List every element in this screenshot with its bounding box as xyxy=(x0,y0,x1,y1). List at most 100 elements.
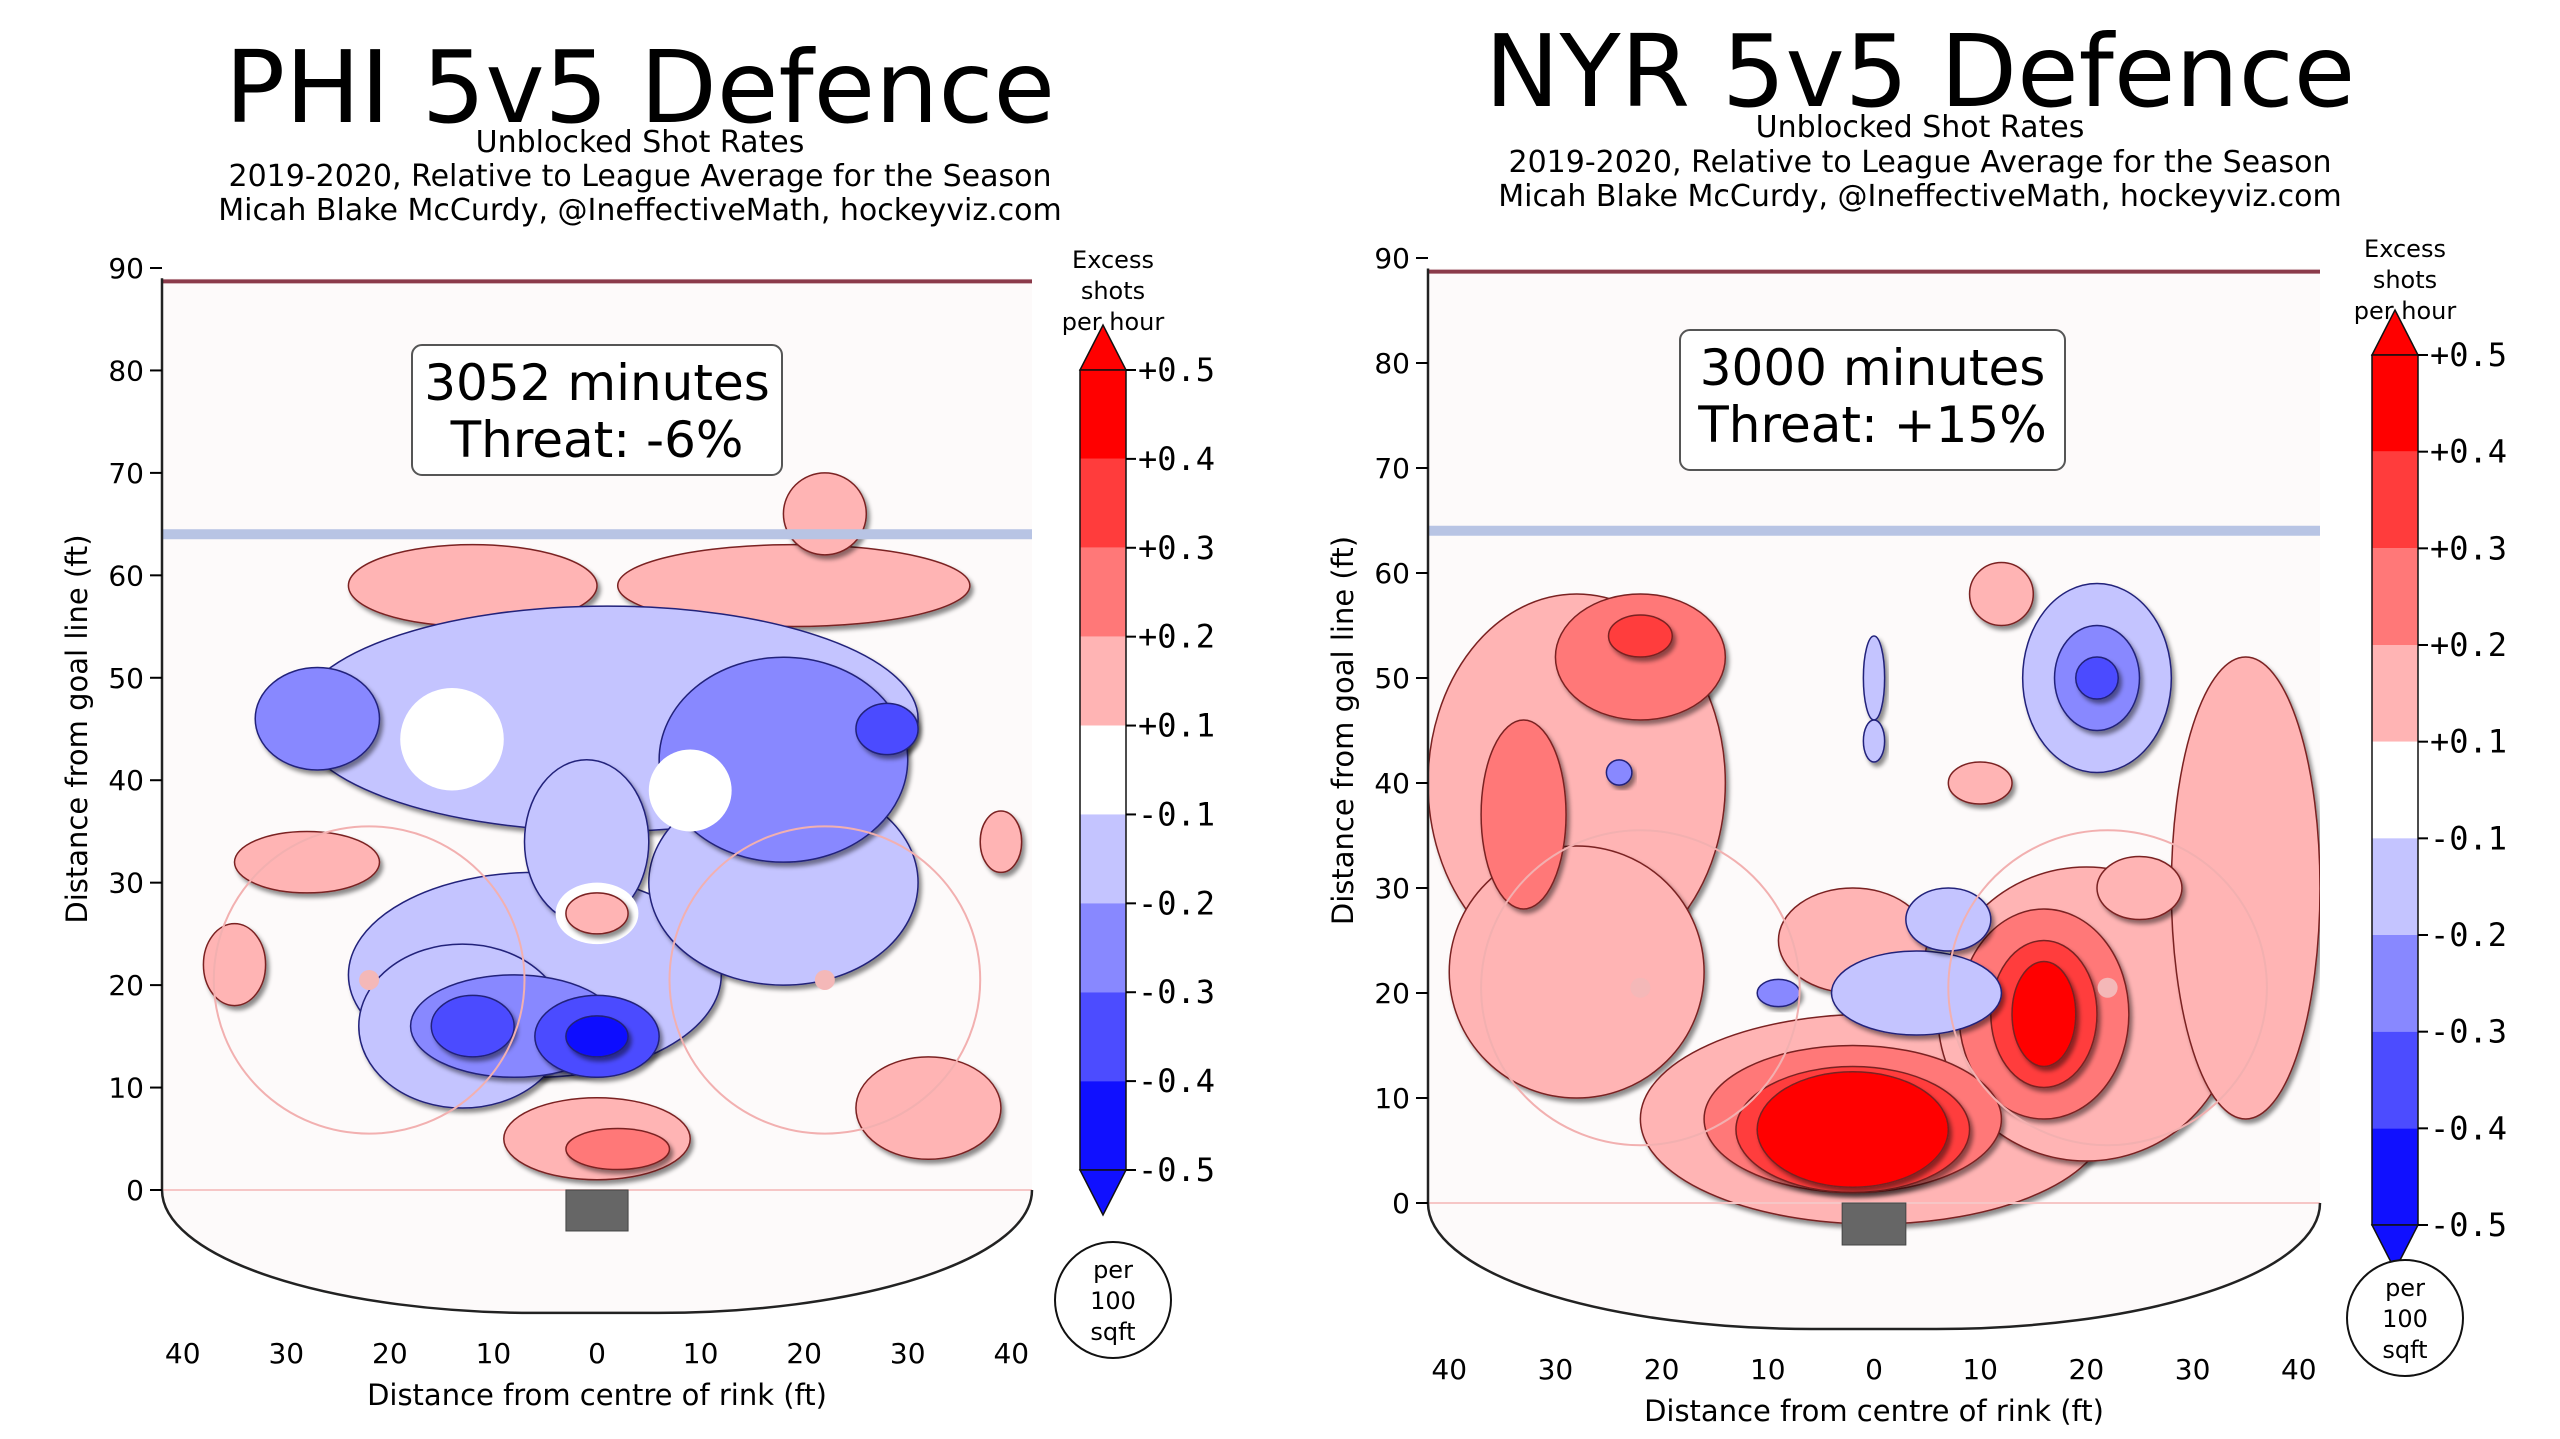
contour-region-18 xyxy=(565,892,629,935)
contour-region-22 xyxy=(1905,887,1992,952)
contour-region-14 xyxy=(565,1015,629,1058)
faceoff-circle-0 xyxy=(212,825,526,1135)
blue-line xyxy=(1428,525,2320,536)
phi-defence-panel: PHI 5v5 Defence Unblocked Shot Rates 201… xyxy=(60,38,1215,1412)
y-axis-label: Distance from goal line (ft) xyxy=(1326,536,1360,925)
annotation-threat: Threat: +15% xyxy=(1697,396,2046,454)
faceoff-dot-1 xyxy=(814,969,835,990)
colorbar-tick-label: -0.4 xyxy=(1138,1062,1215,1100)
colorbar-unit-line: per xyxy=(1093,1256,1133,1284)
contour-region-17 xyxy=(1756,1071,1950,1188)
colorbar-band-6 xyxy=(2372,935,2418,1032)
contour-region-10 xyxy=(1968,561,2035,627)
goal-net xyxy=(565,1189,629,1232)
annotation-threat: Threat: -6% xyxy=(450,411,744,469)
faceoff-circle-0 xyxy=(1480,829,1801,1147)
colorbar-tick-label: +0.3 xyxy=(1138,529,1215,567)
contour-layer xyxy=(202,472,1023,1181)
contour-region-25 xyxy=(1862,719,1886,763)
x-tick-label: 20 xyxy=(1644,1353,1680,1386)
y-tick-label: 30 xyxy=(1374,872,1410,905)
contour-region-20 xyxy=(565,1127,671,1171)
faceoff-circle-1 xyxy=(668,825,982,1135)
colorbar-band-5 xyxy=(2372,838,2418,935)
x-tick-label: 40 xyxy=(1431,1353,1467,1386)
colorbar-band-6 xyxy=(1080,903,1126,993)
y-tick-label: 0 xyxy=(126,1174,144,1207)
y-tick-label: 70 xyxy=(1374,452,1410,485)
x-tick-label: 30 xyxy=(2175,1353,2211,1386)
x-tick-label: 30 xyxy=(890,1337,926,1370)
colorbar-band-0 xyxy=(1080,370,1126,459)
colorbar-tick-label: +0.5 xyxy=(2430,336,2507,374)
y-tick-label: 20 xyxy=(1374,977,1410,1010)
colorbar-band-3 xyxy=(2372,645,2418,742)
faceoff-circle-1 xyxy=(1947,829,2268,1147)
faceoff-dot-0 xyxy=(359,969,380,990)
contour-region-1 xyxy=(1448,845,1705,1099)
contour-layer xyxy=(1428,561,2320,1225)
chart-subtitle-2: 2019-2020, Relative to League Average fo… xyxy=(1508,145,2332,180)
colorbar-band-4 xyxy=(1080,725,1126,815)
x-tick-label: 10 xyxy=(683,1337,719,1370)
x-tick-label: 10 xyxy=(1962,1353,1998,1386)
colorbar-tick-label: +0.4 xyxy=(1138,440,1215,478)
y-tick-label: 80 xyxy=(1374,347,1410,380)
contour-region-11 xyxy=(2096,855,2183,921)
goal-net xyxy=(1841,1202,1907,1246)
colorbar-band-5 xyxy=(1080,814,1126,904)
colorbar-unit-line: sqft xyxy=(1090,1318,1135,1346)
colorbar-band-0 xyxy=(2372,355,2418,452)
colorbar-tick-label: -0.3 xyxy=(1138,973,1215,1011)
y-tick-label: 10 xyxy=(108,1072,144,1105)
rink-boards xyxy=(1426,268,2322,1331)
colorbar-tick-label: -0.2 xyxy=(1138,884,1215,922)
x-tick-label: 30 xyxy=(1538,1353,1574,1386)
contour-region-23 xyxy=(1756,978,1801,1008)
y-tick-label: 40 xyxy=(108,764,144,797)
contour-region-24 xyxy=(1862,635,1886,721)
x-tick-label: 20 xyxy=(2069,1353,2105,1386)
colorbar-band-4 xyxy=(2372,741,2418,839)
contour-region-9 xyxy=(254,666,381,771)
colorbar-tick-label: +0.4 xyxy=(2430,433,2507,471)
colorbar-band-3 xyxy=(1080,636,1126,726)
faceoff-dot-0 xyxy=(1630,977,1651,998)
x-tick-label: 20 xyxy=(372,1337,408,1370)
colorbar-band-1 xyxy=(1080,458,1126,548)
colorbar-tick-label: +0.3 xyxy=(2430,529,2507,567)
y-tick-label: 90 xyxy=(1374,242,1410,275)
blue-line xyxy=(162,529,1032,540)
contour-region-21 xyxy=(202,922,267,1007)
colorbar-unit-line: 100 xyxy=(1090,1287,1136,1315)
colorbar-unit-circle xyxy=(2346,1259,2464,1377)
colorbar-title-line: per hour xyxy=(2354,297,2457,325)
x-tick-label: 10 xyxy=(1750,1353,1786,1386)
y-tick-label: 50 xyxy=(108,662,144,695)
colorbar-title-line: shots xyxy=(2373,266,2437,294)
y-tick-label: 60 xyxy=(1374,557,1410,590)
nyr-defence-panel: NYR 5v5 Defence Unblocked Shot Rates 201… xyxy=(1280,0,2560,1439)
chart-subtitle-3: Micah Blake McCurdy, @IneffectiveMath, h… xyxy=(1498,179,2342,214)
faceoff-dot-1 xyxy=(2097,977,2118,998)
chart-subtitle-2: 2019-2020, Relative to League Average fo… xyxy=(228,159,1052,194)
y-tick-label: 10 xyxy=(1374,1082,1410,1115)
x-tick-label: 40 xyxy=(165,1337,201,1370)
colorbar-band-8 xyxy=(2372,1128,2418,1225)
y-axis-label: Distance from goal line (ft) xyxy=(60,534,94,923)
chart-title: NYR 5v5 Defence xyxy=(1484,13,2356,130)
y-tick-label: 30 xyxy=(108,867,144,900)
colorbar-title-line: per hour xyxy=(1062,308,1165,336)
colorbar-tick-label: +0.2 xyxy=(1138,618,1215,656)
colorbar-tick-label: -0.5 xyxy=(2430,1206,2507,1244)
x-tick-label: 30 xyxy=(268,1337,304,1370)
colorbar-unit-circle xyxy=(1054,1241,1172,1359)
colorbar-unit-line: per xyxy=(2385,1274,2425,1302)
y-tick-label: 70 xyxy=(108,457,144,490)
contour-region-1 xyxy=(616,543,971,628)
x-tick-label: 40 xyxy=(2281,1353,2317,1386)
colorbar-unit-line: sqft xyxy=(2382,1336,2427,1364)
colorbar-tick-label: +0.2 xyxy=(2430,626,2507,664)
